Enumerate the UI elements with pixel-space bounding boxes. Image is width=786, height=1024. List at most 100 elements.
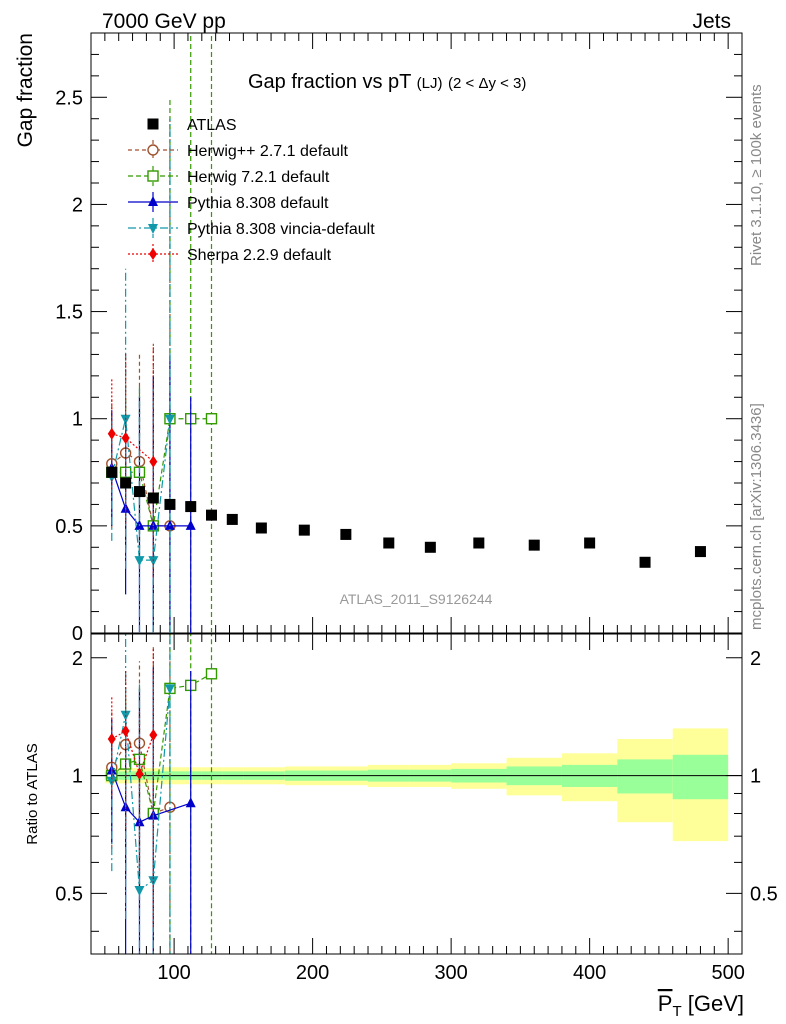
ratio-x-ticks (104, 634, 729, 954)
ratio-series-sherpa (107, 647, 158, 928)
ratio-band-inner (672, 754, 729, 800)
main-y-tick-label: 2 (72, 194, 83, 216)
legend: ATLAS Herwig++ 2.7.1 default Herwig 7.2.1 … (128, 117, 375, 264)
main-y-axis-label: Gap fraction (14, 33, 37, 147)
vincia-point (164, 414, 175, 425)
ratio-sherpa-point (121, 724, 130, 737)
atlas-point (694, 546, 706, 558)
main-y-tick-labels: 0 0.5 1 1.5 2 2.5 (55, 87, 83, 645)
x-axis-label-sub: T (672, 1003, 681, 1020)
atlas-point (639, 556, 651, 568)
x-tick-label: 200 (296, 962, 329, 984)
ratio-series-herwig7 (106, 634, 218, 954)
vincia-point (134, 556, 145, 567)
analysis-id-label: ATLAS_2011_S9126244 (340, 591, 493, 607)
main-y-tick-label: 1.5 (55, 302, 83, 324)
plot-title-sub: (LJ) (417, 75, 443, 92)
ratio-sherpa-point (135, 767, 144, 780)
series-vincia (106, 118, 175, 633)
ratio-sherpa-point (107, 733, 116, 746)
legend-marker (149, 248, 157, 260)
atlas-point (424, 541, 436, 553)
ratio-y-tick-label: 0.5 (55, 883, 83, 905)
ratio-y-tick-label: 2 (72, 648, 83, 670)
series-herwig7 (106, 33, 218, 633)
ratio-series-pythia (106, 667, 196, 954)
legend-label: ATLAS (187, 117, 237, 134)
atlas-point (106, 466, 118, 478)
main-y-tick-label: 2.5 (55, 87, 83, 109)
ratio-panel: 0.5 0.5 1 1 2 2 100 200 300 400 500 Ratio to ATLA… (24, 633, 778, 1020)
atlas-point (528, 539, 540, 551)
atlas-point (226, 513, 238, 525)
ratio-y-tick-label: 1 (72, 766, 83, 788)
legend-marker (148, 196, 158, 206)
ratio-y-tick-label-right: 0.5 (750, 883, 778, 905)
category-label: Jets (692, 10, 731, 33)
main-panel: 0 0.5 1 1.5 2 2.5 Gap fraction vs pT (LJ) (2 … (14, 32, 743, 645)
x-tick-label: 300 (434, 962, 467, 984)
ratio-y-tick-labels: 0.5 0.5 1 1 2 2 (55, 648, 778, 906)
x-axis-label-unit: [GeV] (682, 991, 744, 1016)
legend-label: Pythia 8.308 vincia-default (187, 221, 375, 238)
plot-title-range: (2 < Δy < 3) (448, 75, 526, 92)
ratio-pythia-point (185, 797, 196, 808)
x-tick-label: 400 (573, 962, 606, 984)
energy-label: 7000 GeV pp (102, 10, 226, 33)
ratio-uncertainty-bands (104, 728, 729, 842)
ratio-sherpa-line (111, 730, 154, 776)
ratio-y-ticks (91, 657, 742, 932)
ratio-herwigpp-line (111, 742, 171, 815)
series-herwigpp (106, 118, 176, 633)
legend-marker (147, 170, 159, 182)
pythia-point (185, 519, 196, 530)
atlas-point (164, 498, 176, 510)
atlas-point (473, 537, 485, 549)
atlas-point (133, 486, 145, 498)
legend-entry-herwigpp: Herwig++ 2.7.1 default (128, 140, 349, 160)
ratio-panel-frame (90, 633, 743, 955)
series-atlas (106, 466, 706, 568)
legend-label: Herwig++ 2.7.1 default (187, 143, 349, 160)
ratio-band-inner (617, 759, 673, 794)
sherpa-line (111, 433, 154, 463)
atlas-point (120, 477, 132, 489)
legend-marker (147, 144, 159, 156)
ratio-vincia-point (134, 886, 145, 897)
mcplots-source-label: mcplots.cern.ch [arXiv:1306.3436] (748, 403, 765, 630)
ratio-y-tick-label-right: 2 (750, 648, 761, 670)
atlas-point (255, 522, 267, 534)
rivet-info-label: Rivet 3.1.10, ≥ 100k events (748, 84, 765, 266)
ratio-y-tick-label-right: 1 (750, 766, 761, 788)
legend-label: Herwig 7.2.1 default (187, 169, 330, 186)
vincia-line (111, 418, 171, 561)
series-sherpa (107, 345, 158, 578)
x-axis-label: PT [GeV] (658, 991, 744, 1020)
ratio-vincia-line (111, 688, 171, 892)
legend-label: Sherpa 2.2.9 default (187, 247, 332, 264)
atlas-point (298, 524, 310, 536)
main-y-ticks (91, 32, 742, 634)
ratio-series-layer (106, 634, 218, 954)
legend-entry-herwig7: Herwig 7.2.1 default (128, 166, 330, 186)
pythia-line (111, 467, 191, 527)
atlas-point (185, 501, 197, 513)
legend-entry-pythia: Pythia 8.308 default (128, 192, 329, 212)
x-axis-label-main: P (658, 991, 673, 1016)
x-tick-label: 500 (711, 962, 744, 984)
main-y-tick-label: 0.5 (55, 516, 83, 538)
atlas-point (147, 492, 159, 504)
legend-entry-atlas: ATLAS (147, 117, 237, 134)
main-y-tick-label: 1 (72, 409, 83, 431)
legend-label: Pythia 8.308 default (187, 195, 329, 212)
x-tick-label: 100 (157, 962, 190, 984)
plot-title-main: Gap fraction vs pT (248, 71, 411, 93)
ratio-y-axis-label: Ratio to ATLAS (24, 743, 41, 844)
main-x-ticks (104, 33, 729, 633)
legend-marker (148, 224, 158, 234)
ratio-herwig7-point (205, 668, 218, 680)
main-series-layer (106, 33, 706, 633)
x-tick-labels: 100 200 300 400 500 (157, 962, 744, 984)
main-y-tick-label: 0 (72, 623, 83, 645)
